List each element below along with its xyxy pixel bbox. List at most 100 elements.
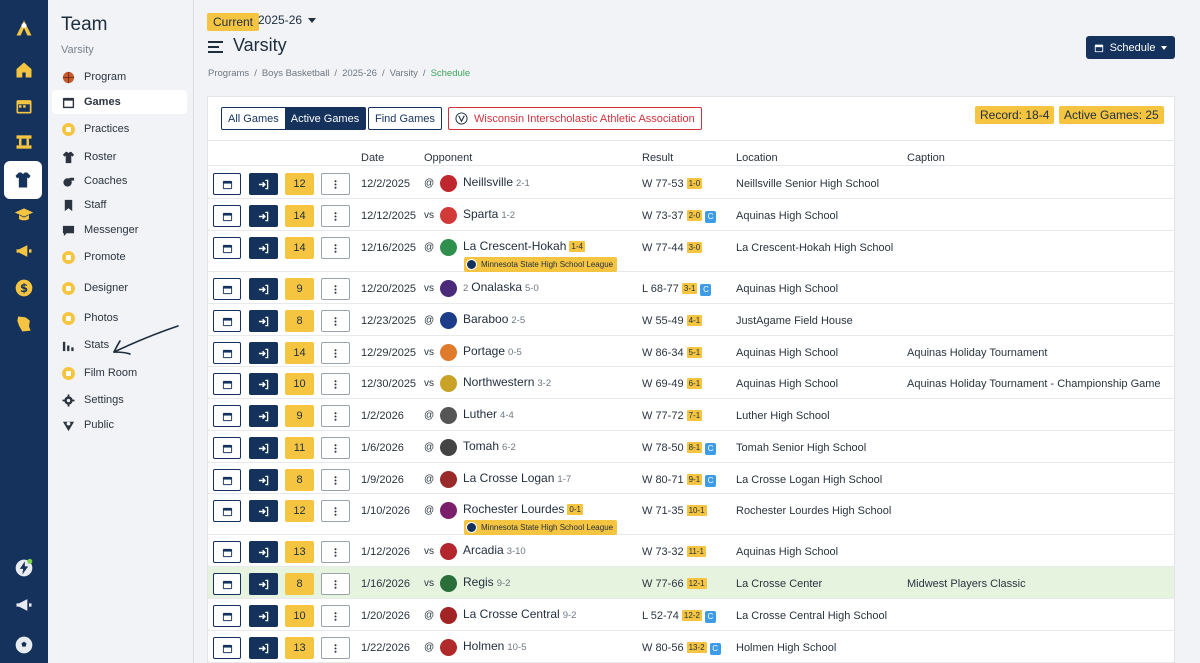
game-count-button[interactable]: 14 (285, 342, 314, 364)
breadcrumb-sport[interactable]: Boys Basketball (261, 68, 330, 79)
graduation-cap-icon[interactable] (0, 196, 48, 234)
column-result[interactable]: Result (642, 152, 674, 164)
sidebar-item-coaches[interactable]: Coaches (52, 169, 187, 193)
open-game-button[interactable] (249, 237, 278, 259)
add-to-calendar-button[interactable] (213, 605, 241, 627)
opponent-name[interactable]: Regis (463, 575, 494, 589)
open-game-button[interactable] (249, 637, 278, 659)
game-count-button[interactable]: 10 (285, 605, 314, 627)
sidebar-item-program[interactable]: Program (52, 65, 187, 89)
association-button[interactable]: Wisconsin Interscholastic Athletic Assoc… (448, 107, 702, 130)
active-games-filter[interactable]: Active Games (284, 108, 366, 129)
game-count-button[interactable]: 14 (285, 205, 314, 227)
sidebar-item-film-room[interactable]: Film Room (52, 361, 187, 385)
more-options-button[interactable] (321, 500, 350, 522)
add-to-calendar-button[interactable] (213, 500, 241, 522)
sidebar-item-messenger[interactable]: Messenger (52, 218, 187, 242)
add-to-calendar-button[interactable] (213, 237, 241, 259)
game-count-button[interactable]: 8 (285, 310, 314, 332)
game-count-button[interactable]: 12 (285, 173, 314, 195)
game-count-button[interactable]: 8 (285, 573, 314, 595)
more-options-button[interactable] (321, 278, 350, 300)
more-options-button[interactable] (321, 573, 350, 595)
team-jersey-icon[interactable] (4, 161, 42, 199)
add-to-calendar-button[interactable] (213, 405, 241, 427)
sidebar-item-photos[interactable]: Photos (52, 306, 187, 330)
open-game-button[interactable] (249, 573, 278, 595)
open-game-button[interactable] (249, 469, 278, 491)
dollar-icon[interactable]: $ (0, 269, 48, 307)
opponent-name[interactable]: Northwestern (463, 375, 535, 389)
sidebar-item-designer[interactable]: Designer (52, 276, 187, 300)
opponent-name[interactable]: Holmen (463, 639, 505, 653)
sidebar-item-promote[interactable]: Promote (52, 245, 187, 269)
opponent-name[interactable]: Tomah (463, 439, 500, 453)
add-to-calendar-button[interactable] (213, 469, 241, 491)
game-count-button[interactable]: 9 (285, 405, 314, 427)
add-to-calendar-button[interactable] (213, 373, 241, 395)
add-to-calendar-button[interactable] (213, 278, 241, 300)
opponent-name[interactable]: Neillsville (463, 175, 514, 189)
breadcrumb-programs[interactable]: Programs (208, 68, 250, 79)
open-game-button[interactable] (249, 205, 278, 227)
game-count-button[interactable]: 9 (285, 278, 314, 300)
game-count-button[interactable]: 11 (285, 437, 314, 459)
open-game-button[interactable] (249, 342, 278, 364)
more-options-button[interactable] (321, 342, 350, 364)
game-count-button[interactable]: 12 (285, 500, 314, 522)
open-game-button[interactable] (249, 405, 278, 427)
open-game-button[interactable] (249, 310, 278, 332)
bracket-icon[interactable] (0, 123, 48, 161)
more-options-button[interactable] (321, 605, 350, 627)
opponent-name[interactable]: Baraboo (463, 312, 509, 326)
column-opponent[interactable]: Opponent (424, 152, 473, 164)
add-to-calendar-button[interactable] (213, 205, 241, 227)
find-games-button[interactable]: Find Games (368, 107, 442, 130)
add-to-calendar-button[interactable] (213, 573, 241, 595)
more-options-button[interactable] (321, 373, 350, 395)
sidebar-item-settings[interactable]: Settings (52, 388, 187, 412)
breadcrumb-season[interactable]: 2025-26 (342, 68, 377, 79)
more-options-button[interactable] (321, 237, 350, 259)
home-icon[interactable] (0, 51, 48, 89)
open-game-button[interactable] (249, 541, 278, 563)
more-options-button[interactable] (321, 541, 350, 563)
more-options-button[interactable] (321, 637, 350, 659)
column-location[interactable]: Location (736, 152, 778, 164)
bullhorn-icon[interactable] (0, 586, 48, 624)
add-to-calendar-button[interactable] (213, 342, 241, 364)
menu-toggle-icon[interactable] (208, 41, 223, 53)
opponent-name[interactable]: Rochester Lourdes (463, 502, 565, 516)
opponent-name[interactable]: Onalaska (471, 280, 522, 294)
sidebar-item-stats[interactable]: Stats (52, 333, 187, 357)
game-count-button[interactable]: 13 (285, 541, 314, 563)
more-options-button[interactable] (321, 205, 350, 227)
more-options-button[interactable] (321, 437, 350, 459)
more-options-button[interactable] (321, 405, 350, 427)
open-game-button[interactable] (249, 173, 278, 195)
add-to-calendar-button[interactable] (213, 437, 241, 459)
game-count-button[interactable]: 14 (285, 237, 314, 259)
open-game-button[interactable] (249, 373, 278, 395)
sidebar-item-staff[interactable]: Staff (52, 193, 187, 217)
column-date[interactable]: Date (361, 152, 385, 164)
app-logo-icon[interactable] (0, 9, 48, 47)
opponent-name[interactable]: La Crescent-Hokah (463, 239, 567, 253)
lightning-icon[interactable] (0, 549, 48, 587)
game-count-button[interactable]: 8 (285, 469, 314, 491)
add-to-calendar-button[interactable] (213, 637, 241, 659)
opponent-name[interactable]: Luther (463, 407, 498, 421)
open-game-button[interactable] (249, 278, 278, 300)
soccer-ball-icon[interactable] (0, 626, 48, 663)
game-count-button[interactable]: 10 (285, 373, 314, 395)
open-game-button[interactable] (249, 500, 278, 522)
opponent-name[interactable]: Arcadia (463, 543, 504, 557)
sidebar-item-roster[interactable]: Roster (52, 145, 187, 169)
more-options-button[interactable] (321, 310, 350, 332)
opponent-name[interactable]: La Crosse Central (463, 607, 560, 621)
add-to-calendar-button[interactable] (213, 173, 241, 195)
opponent-name[interactable]: La Crosse Logan (463, 471, 555, 485)
opponent-name[interactable]: Sparta (463, 207, 499, 221)
add-to-calendar-button[interactable] (213, 541, 241, 563)
state-map-icon[interactable] (0, 305, 48, 343)
